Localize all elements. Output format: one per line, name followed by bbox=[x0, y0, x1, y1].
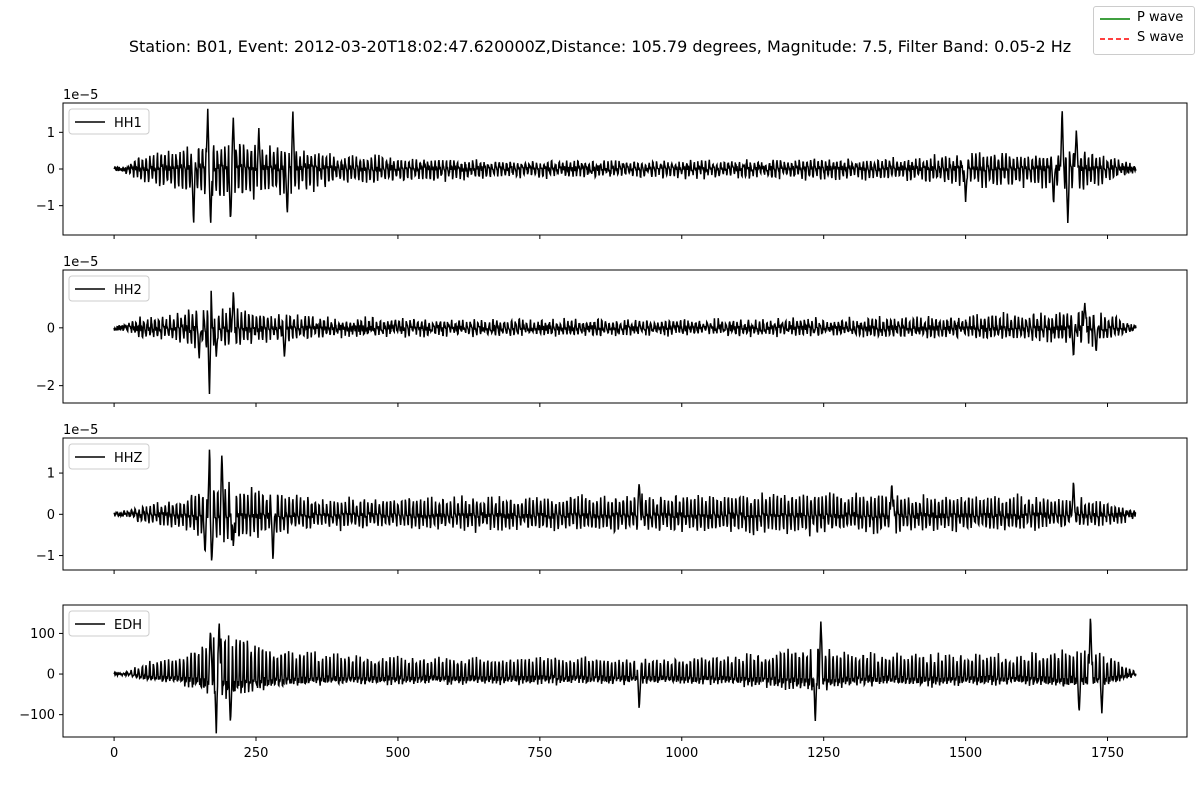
legend-box bbox=[68, 443, 150, 470]
legend-hh2: HH2 bbox=[68, 275, 150, 302]
legend-hhz: HHZ bbox=[68, 443, 150, 470]
x-tick-label: 500 bbox=[386, 746, 411, 761]
panel-hh1: 1 0 −1 1e−5 HH1 bbox=[36, 88, 1188, 239]
s-wave-line-swatch bbox=[1100, 38, 1130, 40]
x-tick-label: 1750 bbox=[1091, 746, 1124, 761]
legend-label: HHZ bbox=[114, 451, 143, 466]
y-tick-label: 1 bbox=[47, 126, 55, 141]
y-tick-label: 100 bbox=[30, 627, 55, 642]
y-scale-label: 1e−5 bbox=[63, 255, 98, 270]
trace-edh bbox=[113, 618, 1137, 734]
y-tick-label: 0 bbox=[47, 321, 55, 336]
axes-frame bbox=[62, 269, 1188, 404]
trace-hh1 bbox=[113, 108, 1137, 224]
legend-box bbox=[68, 108, 150, 135]
x-tick-label: 250 bbox=[244, 746, 269, 761]
axes-frame bbox=[62, 437, 1188, 571]
y-tick-label: 0 bbox=[47, 508, 55, 523]
y-tick-label: −2 bbox=[36, 379, 55, 394]
y-tick-label: 0 bbox=[47, 668, 55, 683]
x-tick-label: 1500 bbox=[949, 746, 982, 761]
legend-hh1: HH1 bbox=[68, 108, 150, 135]
figure-legend: P wave S wave bbox=[1093, 6, 1195, 55]
p-wave-line-swatch bbox=[1100, 18, 1130, 20]
panel-hh2: 0 −2 1e−5 HH2 bbox=[36, 255, 1188, 407]
legend-box bbox=[68, 610, 150, 637]
x-tick-label: 1000 bbox=[665, 746, 698, 761]
legend-box bbox=[68, 275, 150, 302]
axes-frame bbox=[62, 604, 1188, 738]
legend-edh: EDH bbox=[68, 610, 150, 637]
y-tick-label: 0 bbox=[47, 163, 55, 178]
legend-label: HH1 bbox=[114, 116, 142, 131]
x-tick-label: 750 bbox=[527, 746, 552, 761]
x-tick-label: 0 bbox=[110, 746, 118, 761]
legend-item-s-wave: S wave bbox=[1100, 30, 1192, 48]
legend-label-s-wave: S wave bbox=[1137, 30, 1184, 45]
y-scale-label: 1e−5 bbox=[63, 423, 98, 438]
legend-item-p-wave: P wave bbox=[1100, 10, 1192, 28]
panel-hhz: 1 0 −1 1e−5 HHZ bbox=[36, 423, 1188, 574]
y-scale-label: 1e−5 bbox=[63, 88, 98, 103]
x-tick-label: 1250 bbox=[807, 746, 840, 761]
chart-title: Station: B01, Event: 2012-03-20T18:02:47… bbox=[128, 37, 1072, 56]
y-tick-label: −1 bbox=[36, 549, 55, 564]
trace-hh2 bbox=[113, 290, 1137, 395]
y-tick-label: −100 bbox=[19, 708, 55, 723]
trace-hhz bbox=[113, 449, 1137, 561]
y-tick-label: 1 bbox=[47, 467, 55, 482]
y-tick-label: −1 bbox=[36, 199, 55, 214]
legend-label: HH2 bbox=[114, 283, 142, 298]
legend-label-p-wave: P wave bbox=[1137, 10, 1184, 25]
legend-label: EDH bbox=[114, 618, 142, 633]
